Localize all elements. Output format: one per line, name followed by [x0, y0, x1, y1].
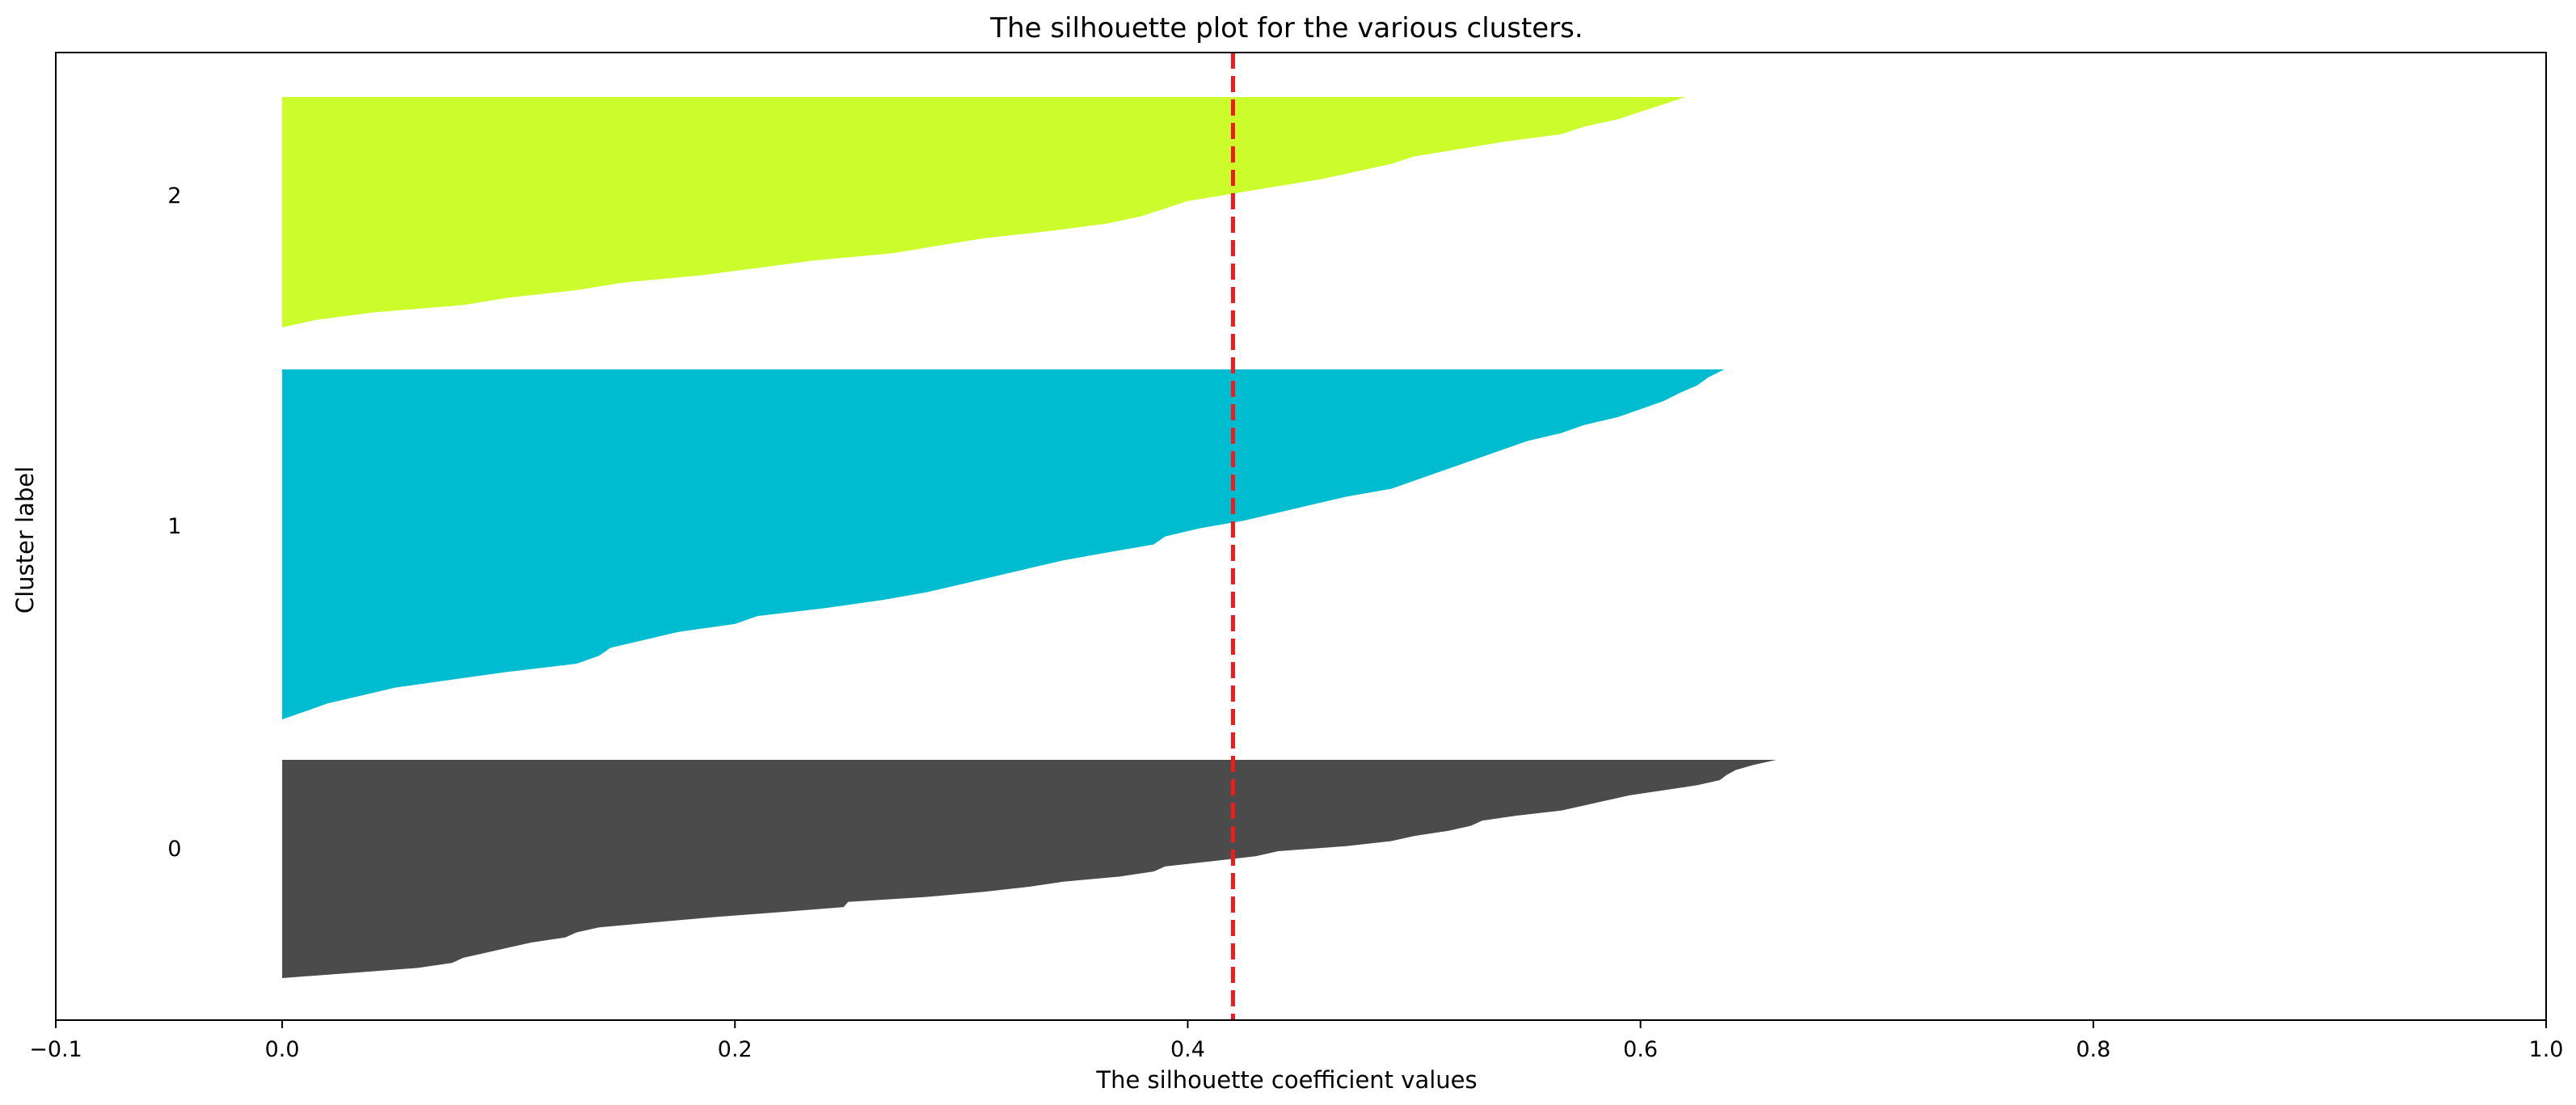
cluster-0-silhouette: [282, 760, 1777, 978]
cluster-labels: 0 1 2: [167, 183, 181, 862]
x-tick-label: 0.0: [265, 1037, 300, 1062]
y-axis-label: Cluster label: [11, 466, 39, 614]
plot-area: [55, 52, 2547, 1021]
x-tick-label: 0.4: [1170, 1037, 1205, 1062]
x-tick-label: −0.1: [29, 1037, 82, 1062]
axes-frame: [55, 52, 2547, 1021]
x-tick-label: 1.0: [2529, 1037, 2564, 1062]
cluster-label-2: 2: [167, 183, 181, 209]
x-tick-label: 0.6: [1623, 1037, 1658, 1062]
cluster-1-silhouette: [282, 369, 1725, 719]
x-axis: −0.1 0.0 0.2 0.4 0.6 0.8 1.0: [29, 1020, 2563, 1062]
cluster-label-0: 0: [167, 837, 181, 862]
x-tick-label: 0.2: [718, 1037, 753, 1062]
x-axis-label: The silhouette coefficient values: [1095, 1066, 1477, 1094]
cluster-label-1: 1: [167, 514, 181, 539]
chart-title: The silhouette plot for the various clus…: [989, 12, 1583, 44]
x-tick-label: 0.8: [2076, 1037, 2110, 1062]
cluster-2-silhouette: [282, 97, 1686, 327]
